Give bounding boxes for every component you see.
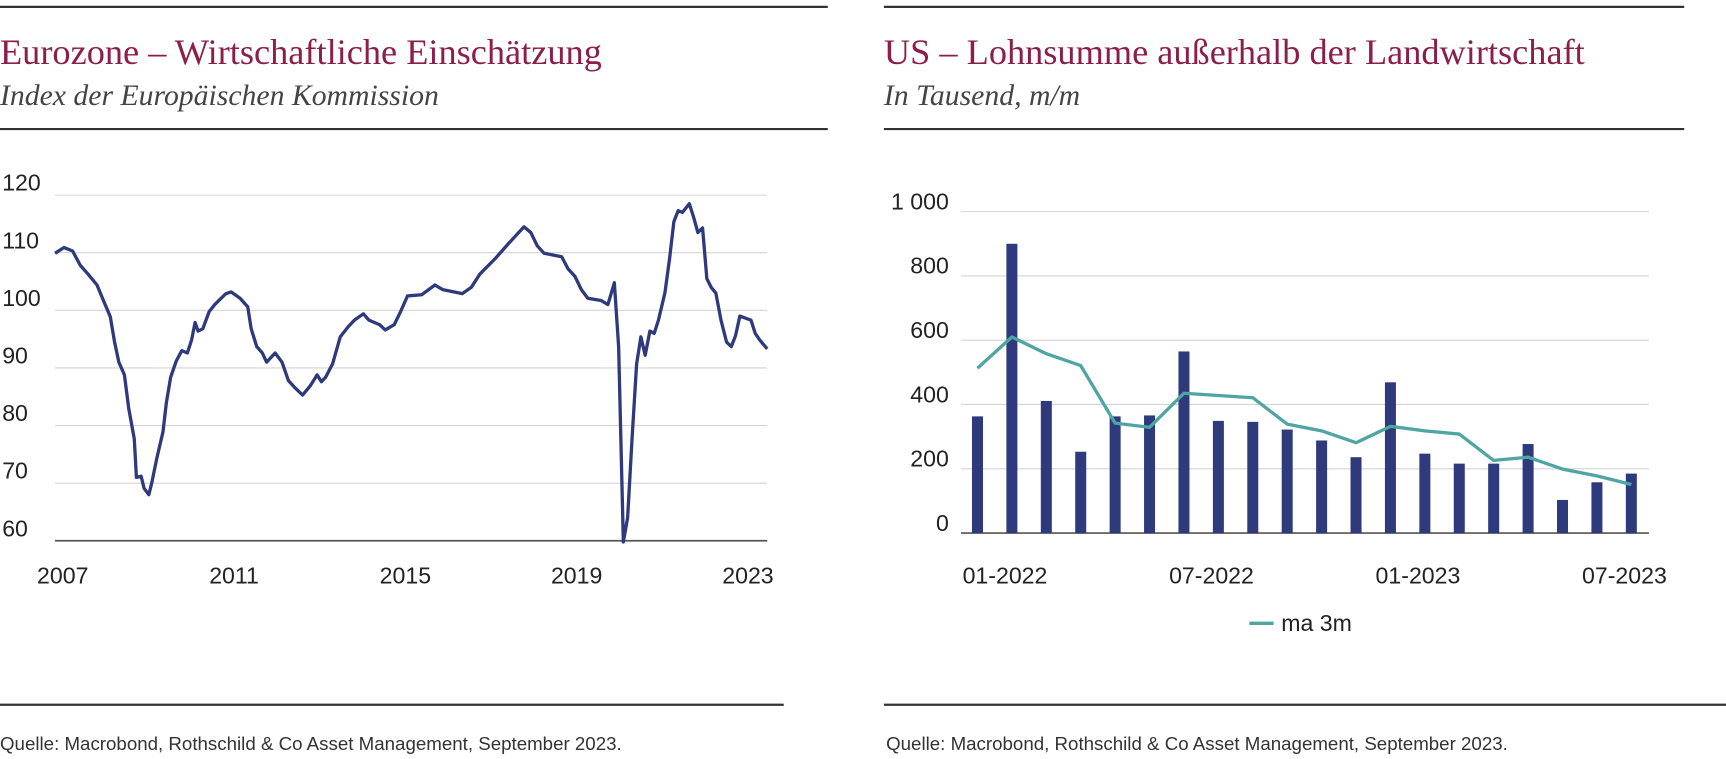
x-tick-label: 07-2022 xyxy=(1169,563,1254,589)
x-tick-label: 2011 xyxy=(209,563,259,589)
y-tick-label: 600 xyxy=(910,317,949,343)
bar xyxy=(1557,499,1569,534)
bar xyxy=(971,416,983,534)
y-tick-label: 400 xyxy=(910,381,949,407)
x-tick-label: 01-2022 xyxy=(963,563,1048,589)
bar xyxy=(1281,429,1293,534)
x-tick-label: 2007 xyxy=(37,563,88,589)
y-tick-label: 1 000 xyxy=(891,188,949,214)
y-tick-label: 90 xyxy=(2,343,28,369)
bar xyxy=(1419,453,1431,534)
bar xyxy=(1316,440,1328,534)
y-tick-label: 70 xyxy=(2,458,28,484)
source: Quelle: Macrobond, Rothschild & Co Asset… xyxy=(886,733,1508,754)
y-tick-label: 60 xyxy=(2,515,28,541)
bar xyxy=(1625,473,1637,534)
chart-title: Eurozone – Wirtschaftliche Einschätzung xyxy=(0,32,602,72)
bar xyxy=(1522,444,1534,534)
y-tick-label: 800 xyxy=(910,253,949,279)
y-tick-label: 100 xyxy=(2,285,41,311)
bar xyxy=(1384,382,1396,534)
y-tick-label: 80 xyxy=(2,400,28,426)
chart-subtitle: In Tausend, m/m xyxy=(883,80,1080,112)
bar xyxy=(1040,400,1052,534)
bar xyxy=(1488,463,1500,534)
x-tick-label: 2019 xyxy=(551,563,602,589)
y-tick-label: 120 xyxy=(2,170,41,196)
x-tick-label: 01-2023 xyxy=(1376,563,1461,589)
chart-subtitle: Index der Europäischen Kommission xyxy=(0,80,439,112)
bar xyxy=(1212,420,1224,534)
x-tick-label: 2023 xyxy=(722,563,773,589)
ma-line xyxy=(976,335,1632,487)
chart-title: US – Lohnsumme außerhalb der Landwirtsch… xyxy=(884,32,1585,72)
bar xyxy=(1075,451,1087,534)
bar xyxy=(1109,416,1121,534)
bar xyxy=(1247,421,1259,534)
legend-label: ma 3m xyxy=(1281,610,1352,636)
bar xyxy=(1006,243,1018,534)
bar xyxy=(1144,415,1156,534)
y-tick-label: 0 xyxy=(936,510,949,536)
y-tick-label: 110 xyxy=(2,227,39,253)
y-tick-label: 200 xyxy=(910,446,949,472)
source: Quelle: Macrobond, Rothschild & Co Asset… xyxy=(0,733,622,754)
x-tick-label: 07-2023 xyxy=(1582,563,1667,589)
bar xyxy=(1350,457,1362,534)
data-line xyxy=(54,202,769,544)
bar xyxy=(1453,463,1465,534)
bar xyxy=(1591,482,1603,534)
x-tick-label: 2015 xyxy=(380,563,431,589)
bar xyxy=(1178,351,1190,534)
